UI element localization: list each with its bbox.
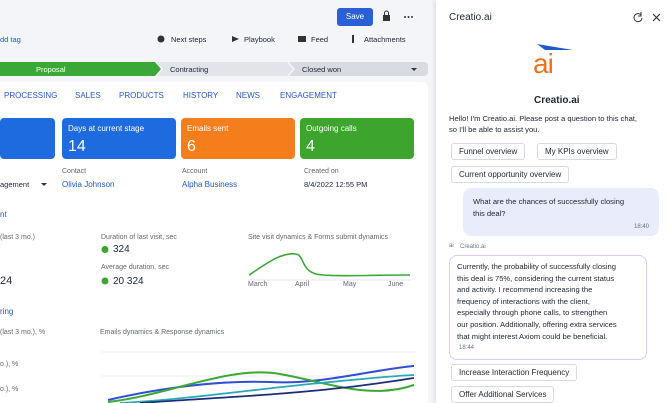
message-line: that might interest Axiom could be benef… [457,331,608,341]
emails-chart [102,351,416,403]
message-line: frequency of interactions with the clien… [457,296,590,306]
tab[interactable]: NEWS [236,91,260,100]
message-time: 18:40 [634,224,650,230]
user-bubble [463,188,659,236]
field-value: 8/4/2022 12:55 PM [304,180,368,189]
action[interactable]: Attachments [364,35,406,44]
stage[interactable]: Closed won [302,65,342,74]
metric-card: Emails sent 6 [181,118,295,159]
tab[interactable]: PROCESSING [4,91,58,100]
message-line: and activity. I recommend increasing the [457,285,593,295]
assistant-bubble [449,255,647,360]
metric-label: Average duration, sec [101,264,169,271]
field-label: Account [182,168,208,175]
message-line: our position. Additionally, offering ext… [457,319,617,329]
stage[interactable]: Proposal [36,65,66,74]
chart-title: Emails dynamics & Response dynamics [100,329,225,336]
logo: ai [533,48,554,79]
logo-mark [537,44,573,50]
chat-header: Creatio.ai [449,12,492,23]
chat-controls[interactable] [633,12,663,24]
message-line: What are the chances of successfully clo… [473,197,625,206]
card-value: 4 [306,138,315,155]
action[interactable]: Playbook [244,35,275,44]
assistant-text: Currently, the probability of successful… [457,261,617,342]
tab[interactable]: PRODUCTS [119,91,164,100]
tab[interactable]: HISTORY [183,91,219,100]
suggestion-button[interactable]: Current opportunity overview [451,166,570,183]
stage[interactable]: Contracting [170,65,209,74]
metric-card: Outgoing calls 4 [300,118,414,159]
tab[interactable]: ENGAGEMENT [280,91,337,100]
save-button[interactable]: Save [337,8,373,26]
message-line: this deal is 75%, considering the curren… [457,273,615,283]
message-line: Currently, the probability of successful… [457,262,616,271]
x-label: April [295,281,310,288]
metric-label: o.), % [0,361,19,368]
action-button[interactable]: Increase Interaction Frequency [451,364,578,381]
suggestion-button[interactable]: Funnel overview [451,143,526,160]
section-title: nt [0,210,7,219]
metric-label: Duration of last visit, sec [101,234,177,241]
metric-label: (last 3 mo.) [0,234,36,241]
field-value[interactable]: Alpha Business [182,180,238,189]
site-chart [248,253,411,281]
card-value: 6 [187,138,196,155]
action[interactable]: Next steps [171,35,207,44]
metric-value: 324 [113,244,130,255]
action-icons [157,35,354,43]
x-label: June [388,281,404,288]
sender-icon: ai [449,243,454,249]
message-time: 18:44 [459,345,475,351]
card-label: Days at current stage [68,124,145,133]
metric-label: o.), % [0,386,19,393]
metric-card: Days at current stage 14 [62,118,176,159]
add-tag[interactable]: dd tag [0,35,21,44]
card-label: Outgoing calls [306,124,357,133]
action[interactable]: Feed [311,35,329,44]
metric-icons [101,246,109,285]
stage-bar [0,62,428,76]
metric-card [0,118,55,159]
assistant-name: Creatio.ai [534,95,580,106]
x-label: March [248,281,268,288]
greeting-line: Hello! I'm Creatio.ai. Please post a que… [449,114,638,123]
x-label: May [343,281,357,288]
message-line: this deal? [473,209,506,218]
message-line: especially through phone calls, to stren… [457,308,608,318]
field-value[interactable]: Olivia Johnson [62,180,115,189]
metric-value: 20 324 [113,276,144,287]
field-label: Contact [62,168,87,175]
field-label: Created on [304,168,339,175]
greeting-line: so I'll be able to assist you. [449,125,540,134]
tab[interactable]: SALES [75,91,101,100]
metric-value: 24 [0,275,13,287]
suggestion-button[interactable]: My KPIs overview [537,143,617,160]
chart-title: Site visit dynamics & Forms submit dynam… [248,234,389,241]
card-label: Emails sent [187,124,229,133]
owner-field[interactable]: agement [0,180,30,189]
action-button[interactable]: Offer Additional Services [451,386,555,403]
sender-name: Creatio.ai [460,244,486,250]
metric-label: (last 3 mo.), % [0,329,46,336]
dropdown-icon [41,183,47,186]
section-title: ring [0,307,14,316]
card-value: 14 [68,138,86,155]
toolbar-icons [383,10,413,21]
